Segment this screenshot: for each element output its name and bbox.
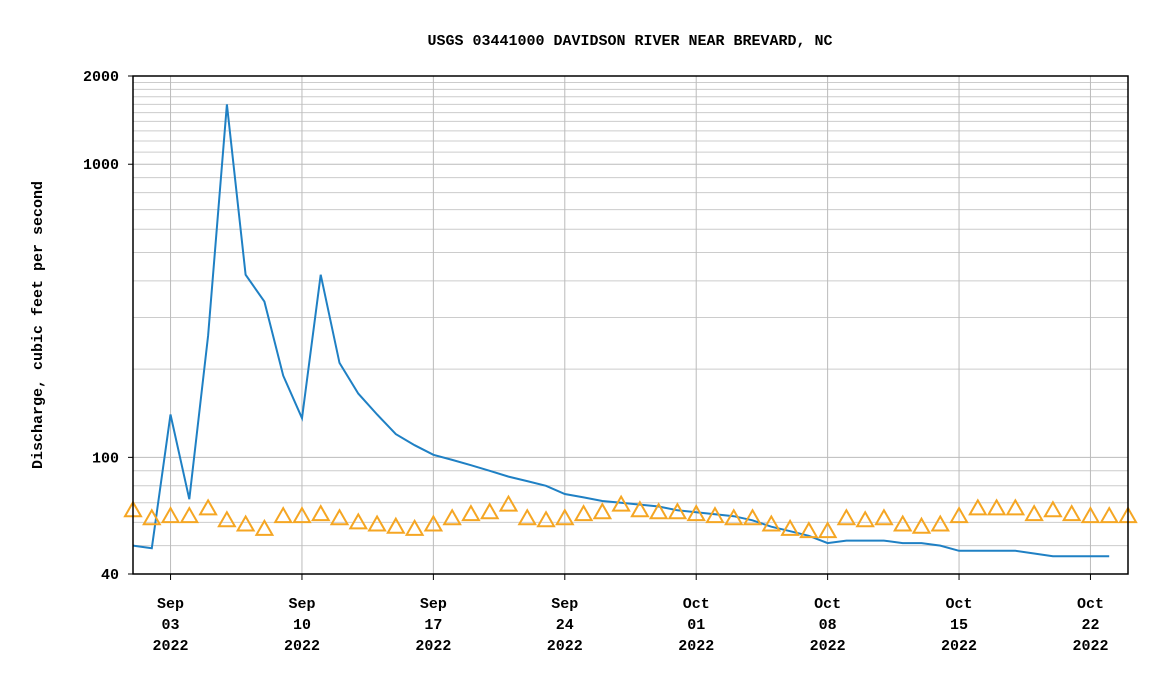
triangle-marker	[874, 508, 894, 526]
triangle-marker	[1080, 506, 1101, 524]
triangle-marker	[799, 521, 819, 539]
triangle-marker	[461, 504, 481, 522]
triangle-marker	[573, 504, 594, 522]
x-tick-label-line: Oct	[814, 596, 841, 613]
triangle-marker	[686, 504, 706, 522]
x-tick-label-line: 08	[819, 617, 837, 634]
triangle-marker	[986, 498, 1007, 516]
x-tick-label: Oct 22 2022	[1072, 596, 1108, 655]
x-tick-label-line: 2022	[810, 638, 846, 655]
triangle-marker	[911, 516, 932, 534]
triangle-marker	[160, 506, 181, 524]
triangle-marker	[648, 502, 669, 520]
triangle-marker	[555, 508, 575, 526]
triangle-marker	[1043, 500, 1063, 518]
plot-frame	[132, 75, 1129, 575]
triangle-marker	[742, 508, 763, 526]
triangle-marker	[968, 498, 988, 516]
x-tick-label-line: 01	[687, 617, 705, 634]
triangle-marker	[179, 506, 200, 524]
triangle-marker	[780, 518, 800, 536]
triangle-marker	[667, 502, 688, 520]
triangle-marker	[1061, 504, 1082, 522]
triangle-marker	[761, 514, 782, 532]
triangle-marker	[235, 514, 256, 532]
y-tick-label: 1000	[83, 157, 119, 174]
triangle-marker	[348, 512, 369, 530]
chart-title: USGS 03441000 DAVIDSON RIVER NEAR BREVAR…	[427, 33, 832, 50]
x-tick-label: Sep 03 2022	[153, 596, 189, 655]
triangle-marker	[592, 502, 613, 520]
x-tick-label-line: Sep	[157, 596, 184, 613]
triangle-marker	[611, 494, 631, 512]
x-tick-label-line: 24	[556, 617, 574, 634]
triangle-marker	[1024, 504, 1044, 522]
triangle-marker	[198, 498, 218, 516]
y-axis-label: Discharge, cubic feet per second	[30, 181, 47, 469]
x-tick-label: Oct 01 2022	[678, 596, 714, 655]
triangle-marker	[479, 502, 500, 520]
x-tick-label-line: 03	[162, 617, 180, 634]
x-tick-label: Sep 10 2022	[284, 596, 320, 655]
triangle-marker	[517, 508, 537, 526]
triangle-marker	[311, 504, 331, 522]
x-tick-label-line: 10	[293, 617, 311, 634]
x-tick-label-line: 17	[424, 617, 442, 634]
triangle-marker	[404, 518, 425, 536]
triangle-marker	[1005, 498, 1026, 516]
triangle-marker	[855, 510, 875, 528]
triangle-marker	[817, 521, 838, 539]
triangle-marker	[292, 506, 312, 524]
x-tick-label-line: 15	[950, 617, 968, 634]
triangle-marker	[836, 508, 857, 526]
triangle-marker	[724, 508, 744, 526]
y-tick-label: 40	[101, 567, 119, 584]
x-tick-label: Oct 08 2022	[810, 596, 846, 655]
x-tick-label-line: 2022	[415, 638, 451, 655]
triangle-marker	[892, 514, 913, 532]
triangle-marker	[329, 508, 350, 526]
triangle-marker	[273, 506, 293, 524]
x-tick-label-line: 2022	[547, 638, 583, 655]
triangle-marker	[630, 500, 650, 518]
x-tick-label-line: Oct	[1077, 596, 1104, 613]
y-tick-label: 2000	[83, 69, 119, 86]
x-tick-label-line: Sep	[420, 596, 447, 613]
x-tick-label: Oct 15 2022	[941, 596, 977, 655]
triangle-marker	[142, 508, 162, 526]
triangle-marker	[1099, 506, 1119, 524]
triangle-marker	[536, 510, 556, 528]
triangle-marker	[217, 510, 237, 528]
x-tick-label-line: 2022	[153, 638, 189, 655]
triangle-marker	[705, 506, 725, 524]
triangle-marker	[367, 514, 387, 532]
x-tick-label-line: Sep	[288, 596, 315, 613]
x-tick-label-line: 2022	[678, 638, 714, 655]
x-tick-label: Sep 24 2022	[547, 596, 583, 655]
x-tick-label-line: Oct	[683, 596, 710, 613]
data-line	[132, 104, 1110, 558]
x-tick-label-line: Sep	[551, 596, 578, 613]
triangle-marker	[386, 516, 406, 534]
x-tick-label-line: 2022	[284, 638, 320, 655]
triangle-marker	[254, 518, 275, 536]
triangle-marker	[423, 514, 444, 532]
x-tick-label-line: 22	[1081, 617, 1099, 634]
x-tick-label: Sep 17 2022	[415, 596, 451, 655]
triangle-marker	[949, 506, 969, 524]
triangle-marker	[442, 508, 462, 526]
x-tick-label-line: 2022	[1072, 638, 1108, 655]
triangle-marker	[930, 514, 950, 532]
x-tick-label-line: Oct	[946, 596, 973, 613]
y-tick-label: 100	[92, 450, 119, 467]
triangle-marker	[498, 494, 519, 512]
x-tick-label-line: 2022	[941, 638, 977, 655]
